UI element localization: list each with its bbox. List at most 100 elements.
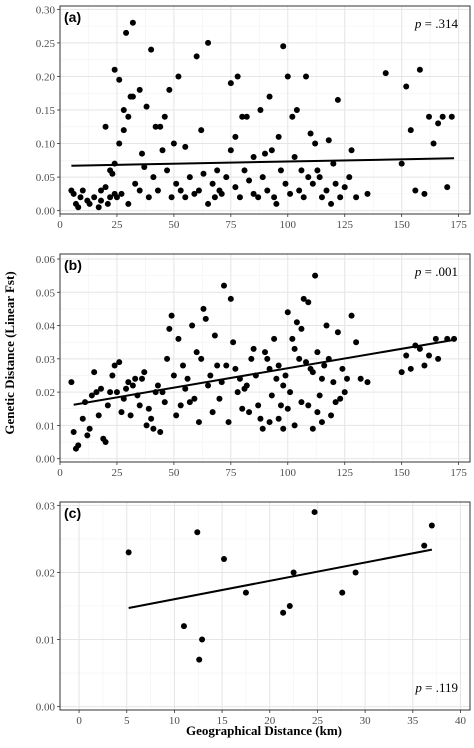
data-point xyxy=(364,190,371,197)
data-point xyxy=(305,402,312,409)
data-point xyxy=(255,402,262,409)
x-tick-label: 75 xyxy=(225,219,237,231)
data-point xyxy=(125,113,132,120)
data-point xyxy=(196,656,203,663)
data-point xyxy=(296,355,303,362)
data-point xyxy=(102,439,109,446)
y-tick-label: 0.06 xyxy=(36,254,56,266)
data-point xyxy=(262,349,268,356)
data-point xyxy=(177,402,184,409)
data-point xyxy=(227,295,234,302)
data-point xyxy=(309,369,316,376)
data-point xyxy=(348,147,355,154)
data-point xyxy=(111,362,118,369)
x-tick-label: 30 xyxy=(360,715,372,727)
x-tick-label: 0 xyxy=(57,467,63,479)
data-point xyxy=(330,160,337,167)
panel-border xyxy=(59,501,471,711)
y-tick-label: 0.05 xyxy=(36,287,56,299)
data-point xyxy=(182,385,189,392)
data-point xyxy=(232,365,239,372)
y-tick-label: 0.03 xyxy=(36,500,56,512)
data-point xyxy=(421,542,428,549)
data-point xyxy=(300,295,307,302)
data-point xyxy=(95,412,102,419)
data-point xyxy=(227,147,234,154)
data-point xyxy=(435,355,442,362)
data-point xyxy=(70,190,77,197)
data-point xyxy=(305,174,312,181)
data-point xyxy=(177,187,184,194)
data-point xyxy=(439,113,446,120)
data-point xyxy=(189,322,196,329)
data-point xyxy=(195,419,202,426)
x-tick-label: 35 xyxy=(407,715,419,727)
data-point xyxy=(403,83,410,90)
data-point xyxy=(132,375,139,382)
data-point xyxy=(180,362,186,369)
data-point xyxy=(111,66,118,73)
data-point xyxy=(136,187,143,194)
data-point xyxy=(287,389,294,396)
data-point xyxy=(323,187,330,194)
data-point xyxy=(200,305,207,312)
data-point xyxy=(198,355,205,362)
data-point xyxy=(280,425,287,432)
x-tick-label: 175 xyxy=(450,219,467,231)
data-point xyxy=(125,200,132,207)
data-point xyxy=(205,200,212,207)
gridlines xyxy=(59,6,470,214)
data-point xyxy=(91,194,98,201)
data-point xyxy=(129,382,136,389)
data-point xyxy=(268,147,275,154)
data-point xyxy=(323,322,330,329)
data-point xyxy=(107,167,114,174)
data-point xyxy=(116,359,123,366)
data-point xyxy=(205,39,212,46)
data-point xyxy=(186,174,193,181)
chart-panel-1: 0 25 50 75 100 125 150 175 0.00 0.05 0.10 0.15 0.20 0… xyxy=(36,4,471,231)
data-point xyxy=(250,345,257,352)
trend-line xyxy=(73,338,455,406)
data-point xyxy=(175,73,182,80)
data-point xyxy=(211,332,218,339)
data-point xyxy=(398,369,405,376)
data-point xyxy=(248,355,255,362)
data-point xyxy=(353,194,360,201)
data-point xyxy=(325,137,332,144)
data-point xyxy=(430,140,437,147)
data-point xyxy=(407,365,414,372)
data-point xyxy=(282,180,289,187)
x-tick-label: 50 xyxy=(168,219,180,231)
data-point xyxy=(98,385,104,392)
data-point xyxy=(139,375,145,382)
data-point xyxy=(214,167,221,174)
data-point xyxy=(309,180,316,187)
y-tick-label: 0.05 xyxy=(36,172,56,184)
data-point xyxy=(407,127,414,134)
data-point xyxy=(223,174,230,181)
data-point xyxy=(293,319,300,326)
data-point xyxy=(166,86,173,93)
data-point xyxy=(150,425,157,432)
data-point xyxy=(118,409,125,416)
x-tick-label: 50 xyxy=(168,467,180,479)
x-tick-label: 150 xyxy=(393,219,410,231)
data-point xyxy=(125,549,132,556)
data-point xyxy=(175,335,182,342)
data-point xyxy=(91,369,98,376)
data-point xyxy=(284,309,291,316)
data-point xyxy=(198,127,205,134)
x-tick-label: 10 xyxy=(169,715,181,727)
data-point xyxy=(328,412,335,419)
data-point xyxy=(141,369,148,376)
data-point xyxy=(337,194,344,201)
data-point xyxy=(218,190,225,197)
data-point xyxy=(211,194,218,201)
y-tick-label: 0.30 xyxy=(36,4,56,16)
x-tick-label: 0 xyxy=(76,715,82,727)
y-tick-label: 0.00 xyxy=(36,454,56,466)
data-point xyxy=(357,375,364,382)
chart-panel-2: 0 25 50 75 100 125 150 175 0.00 0.01 0.02 0.03 0.04 0… xyxy=(36,253,471,479)
data-point xyxy=(111,190,118,197)
